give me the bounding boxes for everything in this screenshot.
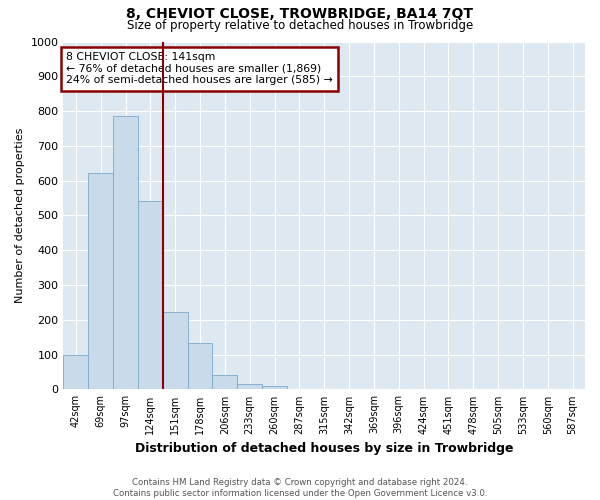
Y-axis label: Number of detached properties: Number of detached properties [15, 128, 25, 303]
Bar [212, 375, 237, 390]
Bar [113, 116, 138, 390]
X-axis label: Distribution of detached houses by size in Trowbridge: Distribution of detached houses by size … [135, 442, 514, 455]
Text: Size of property relative to detached houses in Trowbridge: Size of property relative to detached ho… [127, 19, 473, 32]
Text: Contains HM Land Registry data © Crown copyright and database right 2024.
Contai: Contains HM Land Registry data © Crown c… [113, 478, 487, 498]
Bar [88, 173, 113, 390]
Bar [188, 343, 212, 390]
Bar [138, 201, 163, 390]
Text: 8, CHEVIOT CLOSE, TROWBRIDGE, BA14 7QT: 8, CHEVIOT CLOSE, TROWBRIDGE, BA14 7QT [127, 8, 473, 22]
Bar [64, 354, 88, 390]
Bar [237, 384, 262, 390]
Text: 8 CHEVIOT CLOSE: 141sqm
← 76% of detached houses are smaller (1,869)
24% of semi: 8 CHEVIOT CLOSE: 141sqm ← 76% of detache… [66, 52, 333, 85]
Bar [163, 312, 188, 390]
Bar [262, 386, 287, 390]
